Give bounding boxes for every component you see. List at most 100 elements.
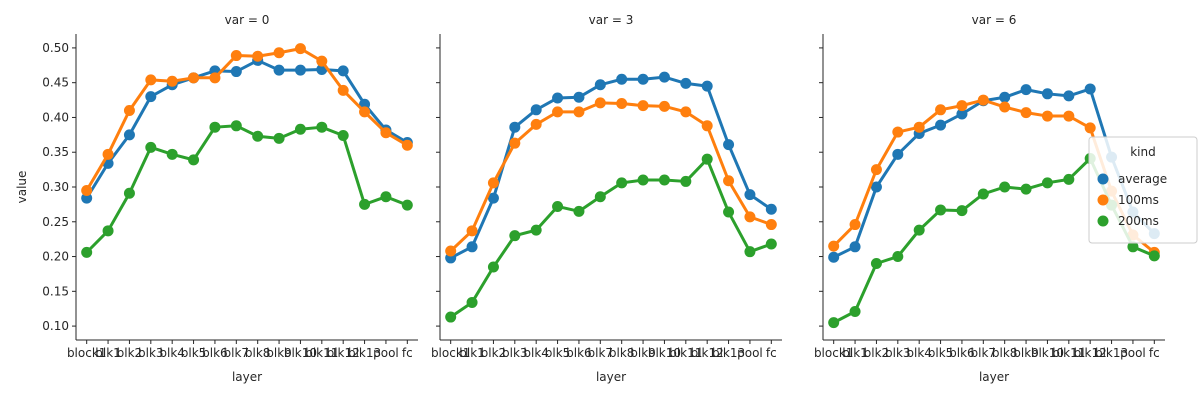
data-point-average	[892, 148, 904, 160]
data-point-100ms	[594, 97, 606, 109]
data-point-100ms	[637, 100, 649, 112]
data-point-200ms	[658, 174, 670, 186]
x-tick-label: blk10	[1031, 346, 1064, 360]
y-tick-label: 0.35	[42, 145, 69, 159]
data-point-100ms	[999, 101, 1011, 113]
x-tick-label: blk10	[648, 346, 681, 360]
data-point-average	[573, 91, 585, 103]
data-point-average	[594, 79, 606, 91]
data-point-average	[637, 73, 649, 85]
data-point-200ms	[594, 191, 606, 203]
data-point-100ms	[188, 72, 200, 84]
facet-panel-1: var = 3block1blk1blk2blk3blk4blk5blk6blk…	[431, 13, 782, 384]
x-tick-label: blk11	[669, 346, 702, 360]
x-tick-label: pool	[1120, 346, 1146, 360]
y-tick-label: 0.40	[42, 110, 69, 124]
x-tick-label: blk6	[949, 346, 975, 360]
x-tick-label: blk10	[284, 346, 317, 360]
data-point-average	[509, 121, 521, 133]
data-point-200ms	[401, 199, 413, 211]
data-point-100ms	[701, 120, 713, 132]
data-point-100ms	[530, 118, 542, 130]
legend-marker-average	[1097, 173, 1109, 185]
data-point-100ms	[337, 84, 349, 96]
y-tick-label: 0.10	[42, 319, 69, 333]
data-point-200ms	[680, 175, 692, 187]
data-point-200ms	[956, 205, 968, 217]
data-point-200ms	[530, 224, 542, 236]
data-point-200ms	[723, 206, 735, 218]
data-point-100ms	[166, 75, 178, 87]
data-point-100ms	[744, 211, 756, 223]
data-point-200ms	[573, 205, 585, 217]
facet-title: var = 6	[972, 13, 1017, 27]
data-point-200ms	[1127, 241, 1139, 253]
data-point-200ms	[252, 130, 264, 142]
data-point-100ms	[1041, 110, 1053, 122]
data-point-200ms	[380, 191, 392, 203]
data-point-average	[552, 92, 564, 104]
x-tick-label: blk6	[202, 346, 228, 360]
data-point-average	[956, 108, 968, 120]
data-point-200ms	[892, 251, 904, 263]
data-point-average	[530, 104, 542, 116]
data-point-200ms	[123, 187, 135, 199]
x-tick-label: blk7	[224, 346, 250, 360]
x-tick-label: blk1	[842, 346, 868, 360]
x-tick-label: blk8	[992, 346, 1018, 360]
data-point-average	[1020, 84, 1032, 96]
x-tick-label: blk9	[266, 346, 292, 360]
data-point-average	[723, 139, 735, 151]
facet-panel-2: var = 6block1blk1blk2blk3blk4blk5blk6blk…	[814, 13, 1165, 384]
x-tick-label: blk13	[348, 346, 381, 360]
data-point-200ms	[765, 238, 777, 250]
x-tick-label: pool	[737, 346, 763, 360]
data-point-100ms	[401, 139, 413, 151]
data-point-200ms	[166, 148, 178, 160]
legend-label: average	[1118, 172, 1167, 186]
x-tick-label: blk8	[609, 346, 635, 360]
series-line-200ms	[449, 157, 773, 319]
data-point-100ms	[935, 104, 947, 116]
data-point-100ms	[294, 43, 306, 55]
data-point-200ms	[616, 177, 628, 189]
data-point-100ms	[892, 126, 904, 138]
x-tick-label: blk11	[305, 346, 338, 360]
data-point-100ms	[956, 100, 968, 112]
data-point-average	[701, 80, 713, 92]
data-point-200ms	[188, 154, 200, 166]
x-tick-label: blk13	[1095, 346, 1128, 360]
data-point-average	[1041, 88, 1053, 100]
y-tick-label: 0.30	[42, 180, 69, 194]
data-point-200ms	[445, 311, 457, 323]
data-point-100ms	[913, 121, 925, 133]
y-tick-label: 0.50	[42, 41, 69, 55]
data-point-average	[1084, 83, 1096, 95]
data-point-average	[870, 181, 882, 193]
data-point-average	[935, 119, 947, 131]
data-point-100ms	[658, 100, 670, 112]
data-point-200ms	[81, 246, 93, 258]
data-point-200ms	[701, 153, 713, 165]
data-point-100ms	[616, 98, 628, 110]
legend-title: kind	[1130, 145, 1156, 159]
data-point-100ms	[1084, 122, 1096, 134]
data-point-100ms	[123, 105, 135, 116]
data-point-average	[294, 64, 306, 76]
data-point-200ms	[509, 230, 521, 242]
series-line-average	[85, 58, 409, 200]
data-point-100ms	[870, 164, 882, 176]
data-point-average	[828, 251, 840, 263]
data-point-100ms	[680, 106, 692, 118]
data-point-200ms	[337, 130, 349, 142]
x-tick-label: blk3	[138, 346, 164, 360]
data-point-100ms	[1063, 110, 1075, 122]
data-point-200ms	[552, 200, 564, 212]
x-tick-label: blk2	[864, 346, 890, 360]
x-tick-label: blk5	[928, 346, 954, 360]
data-point-200ms	[935, 204, 947, 216]
data-point-100ms	[849, 219, 861, 231]
data-point-200ms	[849, 305, 861, 317]
data-point-100ms	[828, 240, 840, 252]
